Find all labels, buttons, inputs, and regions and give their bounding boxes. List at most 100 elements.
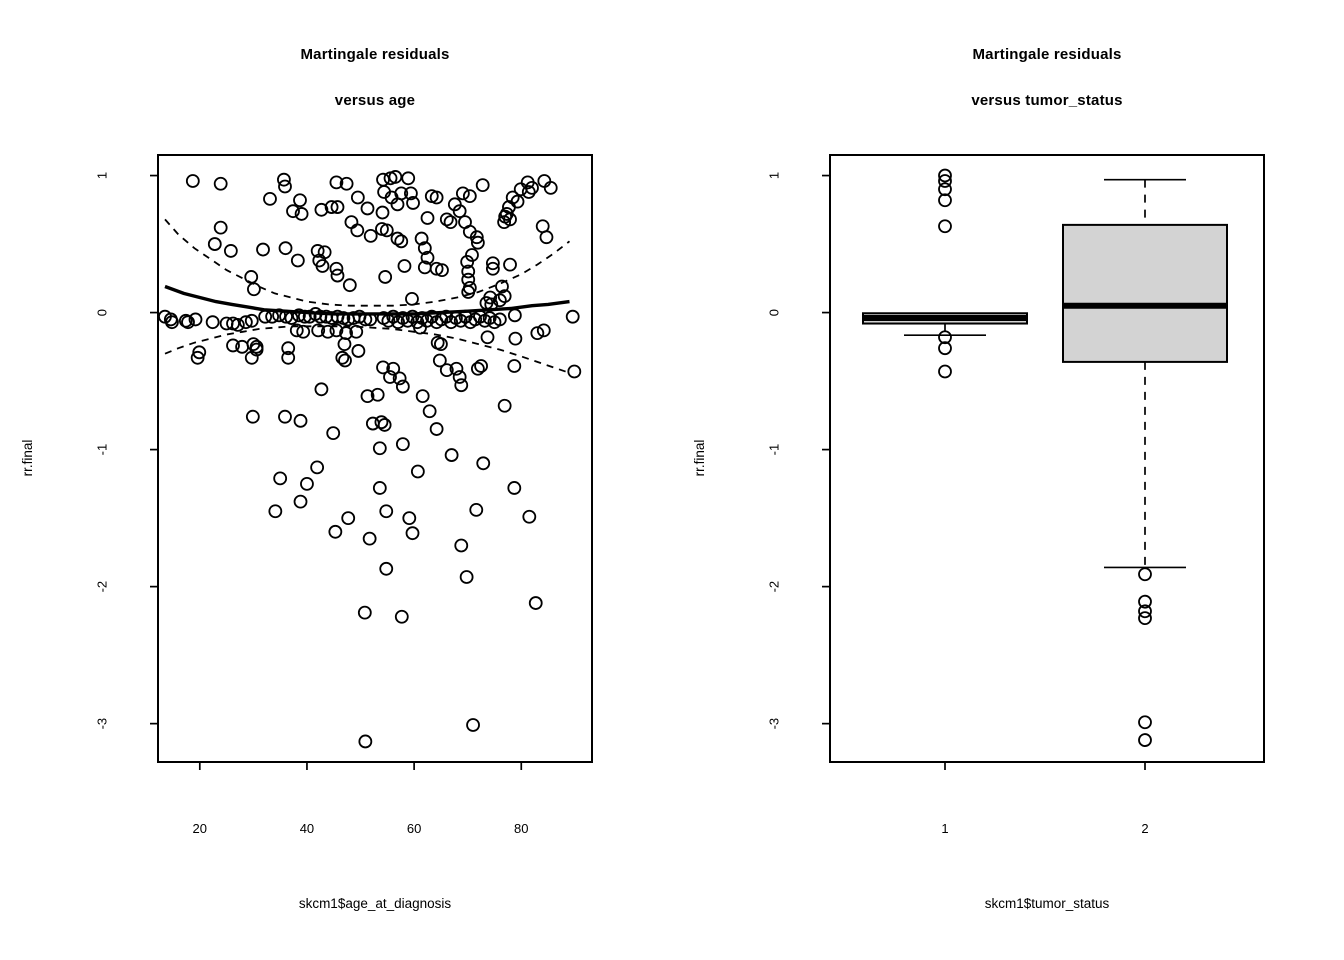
data-point [341,511,356,526]
data-point [485,261,500,276]
data-point [397,259,412,273]
scatter-x-axis-label: skcm1$age_at_diagnosis [298,896,452,911]
data-point [223,244,238,258]
data-point [362,531,377,546]
data-point [522,509,537,524]
data-point [1138,611,1152,626]
data-point [300,476,314,491]
data-point [539,230,554,245]
data-point [507,359,522,373]
data-point [314,202,329,217]
data-point [339,176,354,191]
x-tick-label: 40 [300,821,314,836]
data-point [292,308,306,323]
boxplot-title: Martingale residuals [972,46,1122,63]
data-point [462,189,477,204]
data-point [337,337,352,351]
data-point [429,190,444,205]
data-point [938,174,952,188]
data-point [360,389,375,404]
data-point [350,190,365,205]
data-point [452,204,467,219]
data-point [328,524,343,539]
data-point [565,309,580,324]
data-point [474,359,488,373]
data-point [314,382,329,397]
data-point [434,337,448,351]
data-point [1138,594,1152,609]
data-point [503,212,517,227]
data-point [447,197,462,212]
data-point [938,330,952,345]
data-point [178,313,193,328]
data-point [315,259,330,273]
data-point [439,212,454,227]
data-point [281,341,296,356]
confidence-bands [164,218,571,374]
y-tick-label: -3 [94,718,109,730]
data-point [263,191,277,206]
y-tick-label: 0 [766,309,781,316]
data-point [405,291,419,306]
data-point [374,415,389,430]
data-point [466,718,480,732]
data-point [420,250,435,265]
data-point [470,235,485,250]
x-tick-label: 20 [193,821,207,836]
data-point [406,196,420,210]
data-point [460,254,475,269]
data-point [429,261,444,276]
data-point [290,253,305,268]
data-point [360,201,375,216]
data-point [383,370,397,384]
data-point [376,360,390,375]
data-point [390,197,405,212]
data-point [226,338,240,353]
data-point [244,270,259,284]
data-point [480,330,495,345]
data-point [342,278,357,293]
x-tick-label: 60 [407,821,421,836]
data-point [326,426,341,441]
data-point [938,341,952,356]
data-point [476,456,491,471]
scatter-points [158,170,582,749]
data-point [181,315,195,330]
data-point [567,364,582,379]
data-point [465,248,479,262]
data-point [521,185,536,199]
y-tick-label: 0 [94,309,109,316]
data-point [513,182,528,197]
y-tick-label: -1 [94,444,109,456]
data-point [273,471,288,486]
x-tick-label: 80 [514,821,528,836]
data-point [470,361,485,376]
data-point [338,353,352,368]
data-point [329,261,344,276]
y-tick-label: -1 [766,444,781,456]
data-point [238,315,253,330]
data-point [938,219,952,234]
data-point [244,350,259,365]
y-tick-label: -3 [766,718,781,730]
data-point [507,481,522,495]
data-point [461,264,476,279]
data-point [443,215,458,230]
scatter-title: Martingale residuals [300,46,450,63]
data-point [349,324,364,339]
data-point [938,364,952,379]
data-point [213,176,228,191]
plot-frame: 1 0 -1 -2 -3 1 2 [766,154,1265,836]
data-point [370,387,385,402]
boxplot-canvas: 1 0 -1 -2 -3 1 2 [766,154,1265,836]
data-point [278,241,293,256]
data-point [410,464,425,479]
data-point [394,609,409,624]
data-point [311,323,326,338]
data-point [401,171,416,186]
scatter-panel: Martingale residuals versus age rr.final… [20,46,593,911]
data-point [405,526,420,541]
smooth-line [164,284,570,316]
data-point [324,200,339,214]
data-point [413,320,427,335]
